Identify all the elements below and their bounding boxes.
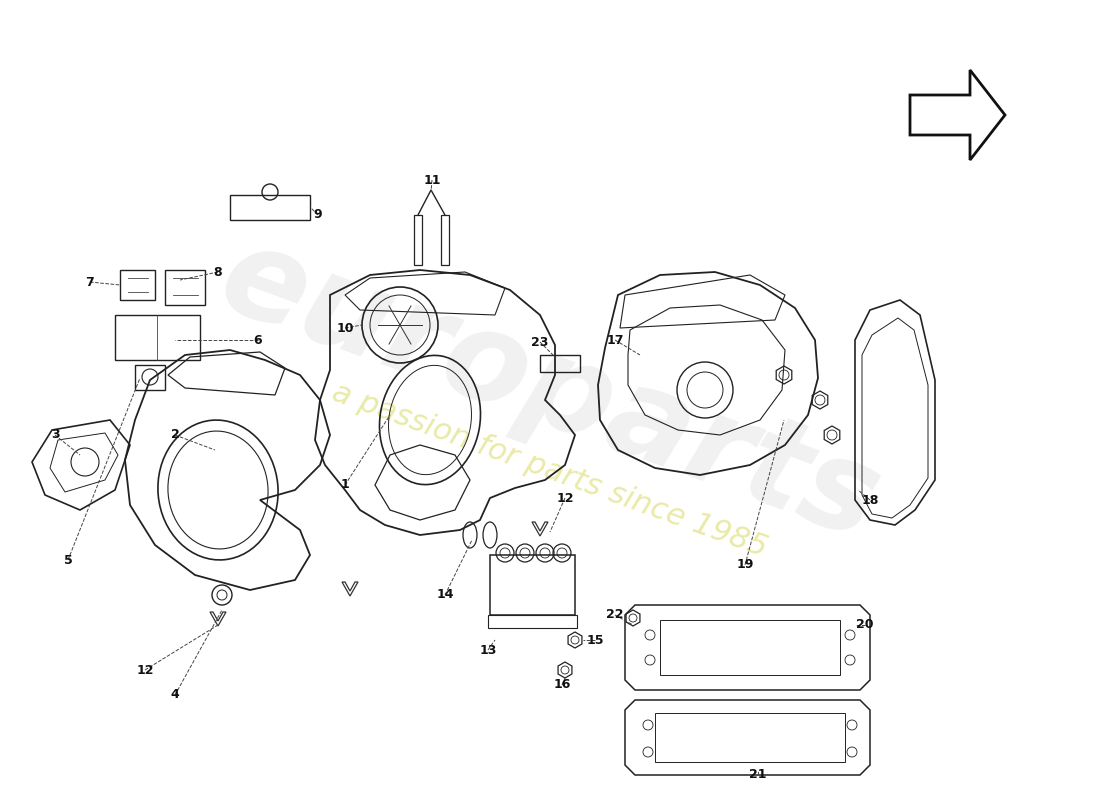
Text: 4: 4	[170, 689, 179, 702]
Text: 21: 21	[749, 769, 767, 782]
Text: 13: 13	[480, 643, 497, 657]
Text: europarts: europarts	[205, 215, 895, 565]
Text: 9: 9	[314, 209, 322, 222]
Text: 5: 5	[64, 554, 73, 566]
Text: 19: 19	[736, 558, 754, 571]
Text: 15: 15	[586, 634, 604, 646]
Text: 22: 22	[606, 609, 624, 622]
Text: 17: 17	[606, 334, 624, 346]
Text: 11: 11	[424, 174, 441, 186]
Text: 3: 3	[51, 429, 59, 442]
Text: 6: 6	[254, 334, 262, 346]
Text: 2: 2	[170, 429, 179, 442]
Text: 20: 20	[856, 618, 873, 631]
Text: 14: 14	[437, 589, 453, 602]
Text: 18: 18	[861, 494, 879, 506]
Text: 10: 10	[337, 322, 354, 334]
Text: 23: 23	[531, 335, 549, 349]
Text: 7: 7	[86, 275, 95, 289]
Text: a passion for parts since 1985: a passion for parts since 1985	[329, 378, 771, 562]
Text: 12: 12	[136, 663, 154, 677]
Text: 16: 16	[553, 678, 571, 691]
Text: 8: 8	[213, 266, 222, 278]
Text: 1: 1	[341, 478, 350, 491]
Text: 12: 12	[557, 491, 574, 505]
